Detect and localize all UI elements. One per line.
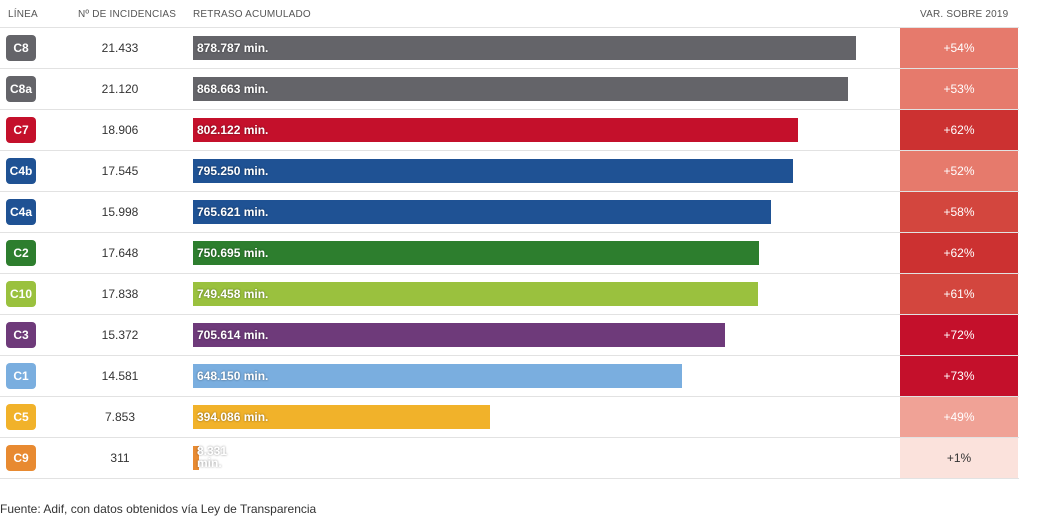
variation-cell: +62% [900,110,1018,150]
source-note: Fuente: Adif, con datos obtenidos vía Le… [0,502,317,516]
variation-cell: +52% [900,151,1018,191]
delay-bar [193,159,793,183]
table-row: C5 7.853 394.086 min. +49% [0,397,1019,438]
delay-bar [193,241,759,265]
line-badge: C4b [6,158,36,184]
variation-cell: +54% [900,28,1018,68]
variation-cell: +62% [900,233,1018,273]
incident-count: 17.838 [101,287,139,301]
delay-label: 765.621 min. [197,205,269,219]
header-variation: VAR. SOBRE 2019 [920,9,1009,20]
table-row: C3 15.372 705.614 min. +72% [0,315,1019,356]
variation-cell: +49% [900,397,1018,437]
incident-count: 15.372 [101,328,139,342]
line-badge: C10 [6,281,36,307]
line-badge: C4a [6,199,36,225]
line-badge: C8a [6,76,36,102]
table-row: C9 311 8.331 min. +1% [0,438,1019,479]
variation-cell: +1% [900,438,1018,478]
delay-bar [193,323,725,347]
table-row: C2 17.648 750.695 min. +62% [0,233,1019,274]
variation-cell: +72% [900,315,1018,355]
delay-label: 394.086 min. [197,410,269,424]
delay-bar [193,200,771,224]
incident-count: 18.906 [101,123,139,137]
header-incidents: Nº DE INCIDENCIAS [78,9,177,20]
table-row: C7 18.906 802.122 min. +62% [0,110,1019,151]
line-badge: C5 [6,404,36,430]
table-row: C1 14.581 648.150 min. +73% [0,356,1019,397]
incident-count: 14.581 [101,369,139,383]
incident-count: 21.120 [101,82,139,96]
delay-label: 868.663 min. [197,82,269,96]
table-row: C8a 21.120 868.663 min. +53% [0,69,1019,110]
delay-bar [193,364,682,388]
variation-cell: +61% [900,274,1018,314]
delay-label: 705.614 min. [197,328,269,342]
delay-bar [193,446,199,470]
delay-label: 750.695 min. [197,246,269,260]
delay-bar [193,282,758,306]
line-badge: C1 [6,363,36,389]
delay-label: 648.150 min. [197,369,269,383]
delay-label: 8.331 min. [197,444,228,470]
delay-label: 795.250 min. [197,164,269,178]
table-row: C8 21.433 878.787 min. +54% [0,27,1019,69]
header-line: LÍNEA [8,9,38,20]
delay-label: 802.122 min. [197,123,269,137]
delay-bar [193,77,848,101]
table-row: C4b 17.545 795.250 min. +52% [0,151,1019,192]
line-badge: C2 [6,240,36,266]
line-badge: C8 [6,35,36,61]
delay-label: 878.787 min. [197,41,269,55]
incident-count: 21.433 [101,41,139,55]
table-row: C10 17.838 749.458 min. +61% [0,274,1019,315]
delay-table: C8 21.433 878.787 min. +54% C8a 21.120 868.663… [0,27,1019,479]
incident-count: 311 [110,451,130,465]
variation-cell: +73% [900,356,1018,396]
line-badge: C9 [6,445,36,471]
line-badge: C7 [6,117,36,143]
delay-bar [193,405,490,429]
delay-bar [193,118,798,142]
incident-count: 15.998 [101,205,139,219]
incident-count: 17.545 [101,164,139,178]
line-badge: C3 [6,322,36,348]
variation-cell: +58% [900,192,1018,232]
table-row: C4a 15.998 765.621 min. +58% [0,192,1019,233]
delay-bar [193,36,856,60]
incident-count: 17.648 [101,246,139,260]
delay-label: 749.458 min. [197,287,269,301]
incident-count: 7.853 [104,410,136,424]
header-delay: RETRASO ACUMULADO [193,9,311,20]
variation-cell: +53% [900,69,1018,109]
